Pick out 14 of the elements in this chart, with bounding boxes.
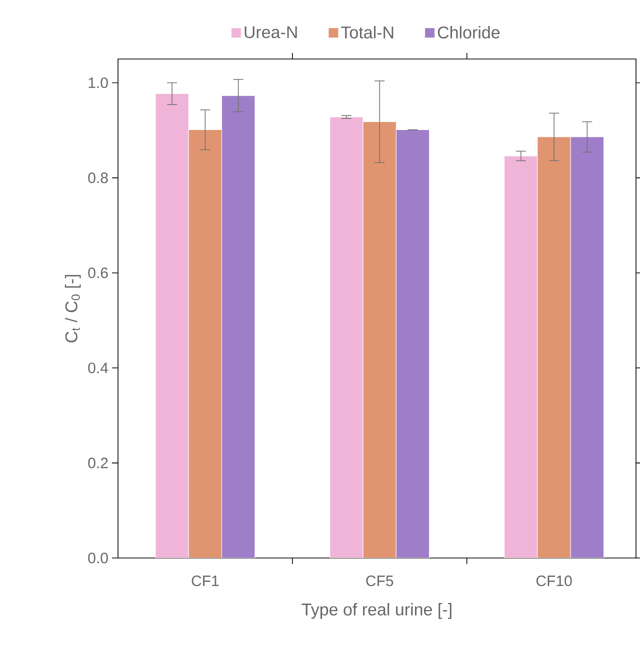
legend-label: Urea-N — [244, 26, 297, 38]
y-tick-label: 0.6 — [88, 268, 108, 278]
legend-label: Chloride — [438, 26, 500, 38]
y-tick-label: 0.0 — [88, 552, 108, 564]
y-tick-label: 0.2 — [88, 458, 108, 468]
x-tick-label: CF5 — [366, 576, 394, 586]
legend-label: Total-N — [341, 26, 394, 38]
x-tick-label: CF10 — [536, 576, 572, 586]
y-tick-label: 1.0 — [88, 77, 108, 88]
x-tick-label: CF1 — [192, 576, 219, 586]
x-axis-title: Type of real urine [-] — [302, 603, 452, 619]
y-tick-label: 0.4 — [88, 362, 108, 374]
y-tick-label: 0.8 — [88, 172, 108, 184]
y-axis-title: C$_{t}$ / C$_{0}$ [-] — [64, 274, 81, 342]
